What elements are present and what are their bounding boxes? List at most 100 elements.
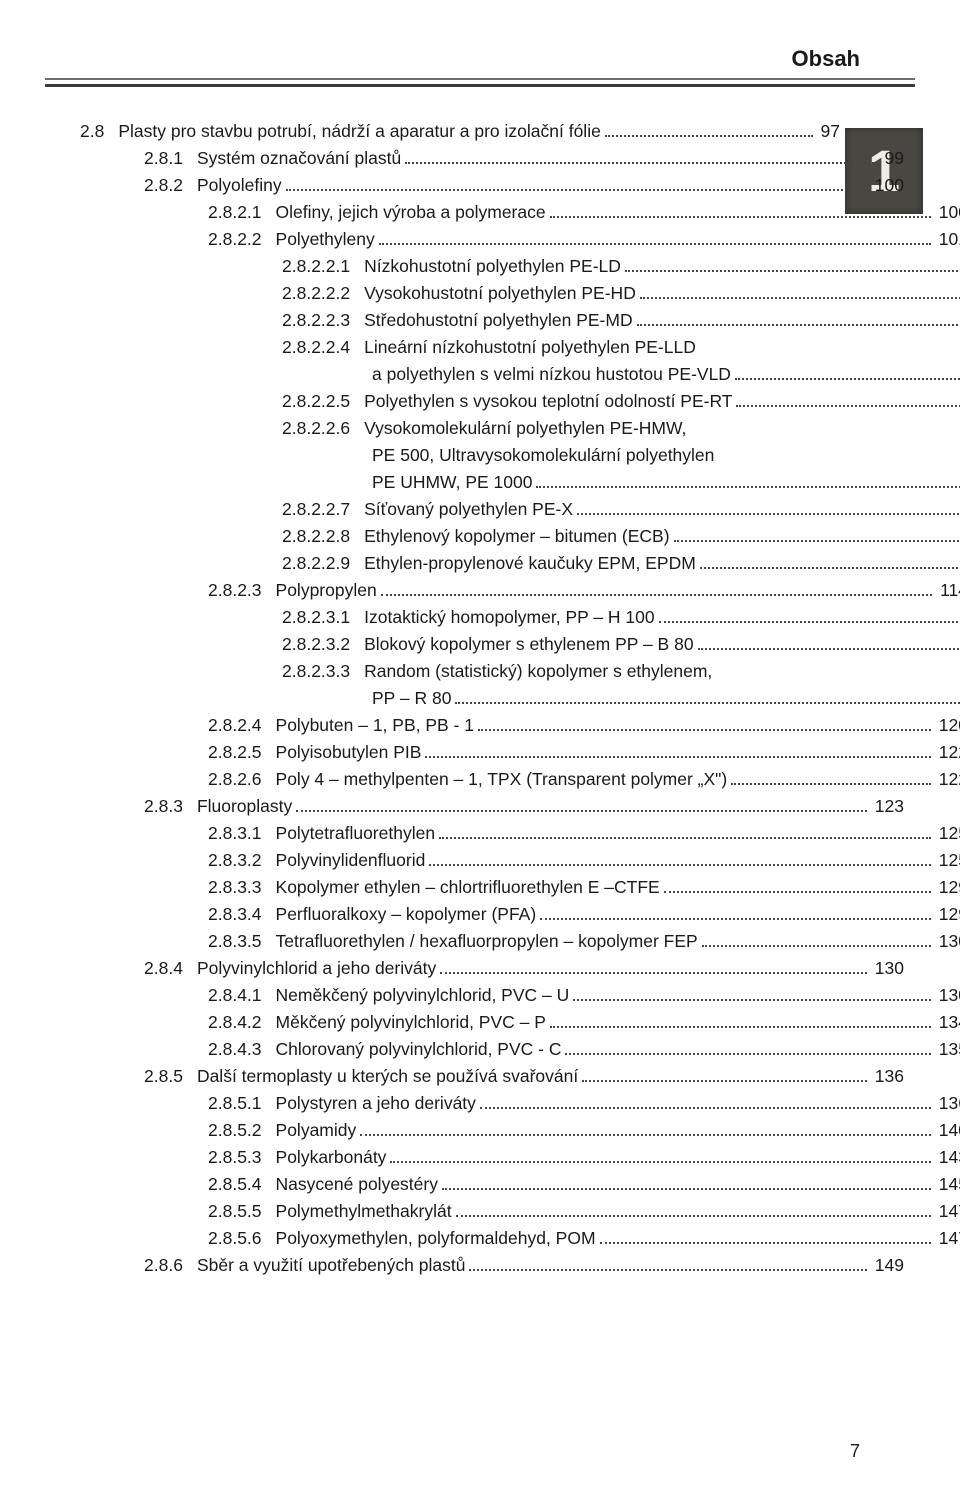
toc-entry: 2.8.5.2Polyamidy140 (80, 1117, 960, 1144)
toc-number: 2.8.3.2 (208, 847, 276, 874)
toc-number: 2.8.5.4 (208, 1171, 276, 1198)
toc-leader-dots (480, 1107, 931, 1109)
toc-label: Kopolymer ethylen – chlortrifluorethylen… (276, 874, 660, 901)
toc-leader-dots (573, 999, 931, 1001)
toc-number: 2.8.3.1 (208, 820, 276, 847)
toc-label: Středohustotní polyethylen PE-MD (364, 307, 632, 334)
toc-entry: 2.8.5.1Polystyren a jeho deriváty136 (80, 1090, 960, 1117)
toc-number: 2.8.2.2 (208, 226, 276, 253)
toc-entry: 2.8.3.2Polyvinylidenfluorid125 (80, 847, 960, 874)
toc-entry: 2.8.2.2.2Vysokohustotní polyethylen PE-H… (80, 280, 960, 307)
toc-number: 2.8.4.2 (208, 1009, 276, 1036)
toc-leader-dots (702, 945, 931, 947)
toc-page: 100 (935, 199, 960, 226)
toc-entry: 2.8Plasty pro stavbu potrubí, nádrží a a… (80, 118, 840, 145)
toc-entry: 2.8.3Fluoroplasty123 (80, 793, 904, 820)
toc-entry: 2.8.2.2Polyethyleny101 (80, 226, 960, 253)
toc-leader-dots (550, 1026, 931, 1028)
toc-page: 123 (871, 793, 904, 820)
toc-number: 2.8.5.2 (208, 1117, 276, 1144)
toc-label: Vysokomolekulární polyethylen PE-HMW, (364, 415, 686, 442)
toc-number: 2.8 (80, 118, 118, 145)
toc-leader-dots (736, 405, 960, 407)
toc-label: Polymethylmethakrylát (276, 1198, 452, 1225)
toc-leader-dots (469, 1269, 866, 1271)
toc-label: Polykarbonáty (276, 1144, 387, 1171)
toc-page: 143 (935, 1144, 960, 1171)
toc-label: Polyvinylchlorid a jeho deriváty (197, 955, 436, 982)
toc-page: 114 (936, 577, 960, 604)
toc-number: 2.8.5.1 (208, 1090, 276, 1117)
toc-label: Měkčený polyvinylchlorid, PVC – P (276, 1009, 546, 1036)
toc-entry: 2.8.5.4Nasycené polyestéry145 (80, 1171, 960, 1198)
toc-entry: 2.8.2.3.1Izotaktický homopolymer, PP – H… (80, 604, 960, 631)
toc-page: 122 (935, 739, 960, 766)
toc-leader-dots (439, 837, 931, 839)
toc-number: 2.8.2.3.3 (282, 658, 364, 685)
toc-entry: 2.8.2.3Polypropylen114 (80, 577, 960, 604)
toc-entry: 2.8.4.3Chlorovaný polyvinylchlorid, PVC … (80, 1036, 960, 1063)
toc-entry: 2.8.2.1Olefiny, jejich výroba a polymera… (80, 199, 960, 226)
toc-entry: 2.8.5.3Polykarbonáty143 (80, 1144, 960, 1171)
toc-entry: 2.8.1Systém označování plastů99 (80, 145, 904, 172)
toc-leader-dots (390, 1161, 930, 1163)
toc-entry: 2.8.3.3Kopolymer ethylen – chlortrifluor… (80, 874, 960, 901)
toc-number: 2.8.2.3.1 (282, 604, 364, 631)
toc-number: 2.8.4 (144, 955, 197, 982)
toc-label: Tetrafluorethylen / hexafluorpropylen – … (276, 928, 698, 955)
toc-label: PP – R 80 (372, 685, 451, 712)
toc-label: Ethylenový kopolymer – bitumen (ECB) (364, 523, 669, 550)
toc-number: 2.8.2.2.4 (282, 334, 364, 361)
toc-leader-dots (605, 135, 813, 137)
toc-leader-dots (698, 648, 960, 650)
toc-leader-dots (637, 324, 960, 326)
toc-page: 129 (935, 874, 960, 901)
toc-entry: 2.8.2.6Poly 4 – methylpenten – 1, TPX (T… (80, 766, 960, 793)
toc-label: Další termoplasty u kterých se používá s… (197, 1063, 578, 1090)
toc-label: PE 500, Ultravysokomolekulární polyethyl… (372, 442, 714, 469)
toc-page: 101 (935, 226, 960, 253)
toc-leader-dots (731, 783, 931, 785)
toc-entry: PP – R 80119 (80, 685, 960, 712)
toc-page: 120 (935, 712, 960, 739)
toc-entry: 2.8.2.2.7Síťovaný polyethylen PE-X111 (80, 496, 960, 523)
toc-entry: 2.8.5.5Polymethylmethakrylát147 (80, 1198, 960, 1225)
toc-number: 2.8.5.5 (208, 1198, 276, 1225)
toc-entry: 2.8.5Další termoplasty u kterých se použ… (80, 1063, 904, 1090)
toc-label: Polyvinylidenfluorid (276, 847, 426, 874)
toc-leader-dots (360, 1134, 931, 1136)
toc-number: 2.8.2.2.3 (282, 307, 364, 334)
toc-label: Polybuten – 1, PB, PB - 1 (276, 712, 474, 739)
toc-label: Nízkohustotní polyethylen PE-LD (364, 253, 621, 280)
toc-leader-dots (379, 243, 931, 245)
toc-number: 2.8.2.2.6 (282, 415, 364, 442)
header-rule (45, 78, 915, 87)
toc-label: Lineární nízkohustotní polyethylen PE-LL… (364, 334, 696, 361)
toc-leader-dots (640, 297, 960, 299)
toc-label: Ethylen-propylenové kaučuky EPM, EPDM (364, 550, 696, 577)
toc-leader-dots (478, 729, 931, 731)
toc-leader-dots (550, 216, 931, 218)
toc-number: 2.8.3.4 (208, 901, 276, 928)
toc-leader-dots (700, 567, 960, 569)
toc-label: Polyoxymethylen, polyformaldehyd, POM (276, 1225, 596, 1252)
toc-number: 2.8.2 (144, 172, 197, 199)
toc-leader-dots (456, 1215, 931, 1217)
table-of-contents: 2.8Plasty pro stavbu potrubí, nádrží a a… (80, 118, 840, 1279)
toc-label: a polyethylen s velmi nízkou hustotou PE… (372, 361, 731, 388)
toc-label: Polypropylen (276, 577, 377, 604)
toc-number: 2.8.2.6 (208, 766, 276, 793)
toc-leader-dots (664, 891, 931, 893)
toc-label: Plasty pro stavbu potrubí, nádrží a apar… (118, 118, 601, 145)
toc-entry: 2.8.2.2.5Polyethylen s vysokou teplotní … (80, 388, 960, 415)
header-title: Obsah (792, 46, 860, 72)
toc-page: 130 (935, 982, 960, 1009)
toc-entry: 2.8.4.2Měkčený polyvinylchlorid, PVC – P… (80, 1009, 960, 1036)
toc-entry: 2.8.2.2.1Nízkohustotní polyethylen PE-LD… (80, 253, 960, 280)
toc-page: 100 (871, 172, 904, 199)
toc-label: Perfluoralkoxy – kopolymer (PFA) (276, 901, 537, 928)
toc-entry: 2.8.2.2.4Lineární nízkohustotní polyethy… (80, 334, 960, 361)
toc-number: 2.8.6 (144, 1252, 197, 1279)
toc-entry: 2.8.4Polyvinylchlorid a jeho deriváty130 (80, 955, 904, 982)
toc-leader-dots (674, 540, 960, 542)
